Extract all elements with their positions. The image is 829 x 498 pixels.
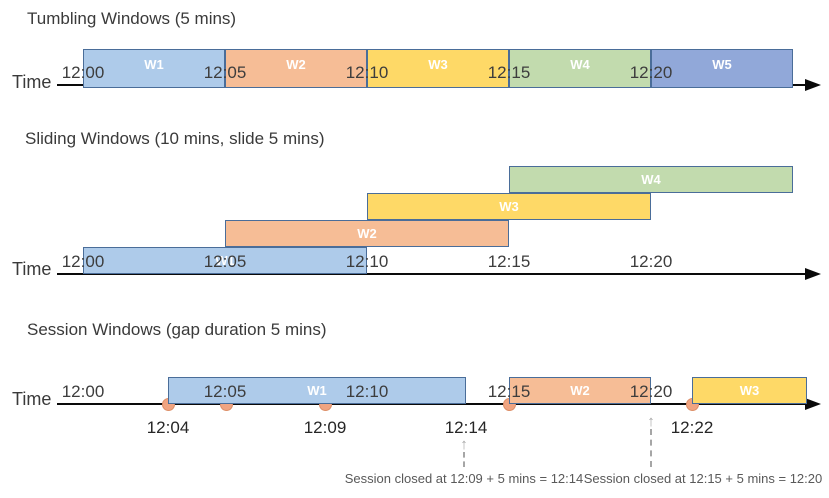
window-bar-w3 [367, 193, 651, 220]
session-closed-note: Session closed at 12:15 + 5 mins = 12:20 [583, 471, 823, 486]
window-bar-w4 [509, 49, 651, 88]
sliding-time-axis-label: Time [12, 259, 52, 279]
note-arrow-dashed-line [650, 429, 652, 467]
tumbling-time-axis-label: Time [12, 72, 52, 92]
axis-tick-label: 12:15 [487, 382, 531, 401]
event-time-label: 12:14 [444, 418, 488, 437]
event-time-label: 12:04 [146, 418, 190, 437]
window-label-w1: W1 [144, 57, 164, 72]
event-time-label: 12:22 [670, 418, 714, 437]
axis-tick-label: 12:10 [345, 252, 389, 271]
session-time-axis [57, 403, 806, 405]
axis-tick-label: 12:15 [487, 63, 531, 82]
window-label-w2: W2 [570, 383, 590, 398]
window-label-w4: W4 [570, 57, 590, 72]
axis-tick-label: 12:10 [345, 63, 389, 82]
window-bar-w1 [83, 247, 367, 274]
window-label-w2: W2 [357, 226, 377, 241]
window-label-w3: W3 [499, 199, 519, 214]
window-bar-w5 [651, 49, 793, 88]
axis-tick-label: 12:05 [203, 252, 247, 271]
tumbling-axis-arrowhead-icon [805, 79, 821, 91]
event-time-label: 12:09 [303, 418, 347, 437]
window-label-w1: W1 [215, 253, 235, 268]
axis-tick-label: 12:10 [345, 382, 389, 401]
session-closed-note: Session closed at 12:09 + 5 mins = 12:14 [344, 471, 584, 486]
tumbling-section-title: Tumbling Windows (5 mins) [27, 9, 237, 28]
window-label-w3: W3 [739, 383, 760, 398]
note-up-arrow-icon: ↑ [647, 413, 655, 430]
session-time-axis-label: Time [12, 389, 52, 409]
window-label-w4: W4 [641, 172, 661, 187]
window-label-w1: W1 [307, 383, 327, 398]
axis-tick-label: 12:15 [487, 252, 531, 271]
window-bar-w3 [692, 377, 807, 404]
sliding-axis-arrowhead-icon [805, 268, 821, 280]
session-axis-arrowhead-icon [805, 398, 821, 410]
sliding-time-axis [57, 273, 806, 275]
window-bar-w1 [83, 49, 225, 88]
window-label-w2: W2 [286, 57, 306, 72]
sliding-section-title: Sliding Windows (10 mins, slide 5 mins) [25, 129, 325, 148]
session-section-title: Session Windows (gap duration 5 mins) [27, 320, 327, 339]
axis-tick-label: 12:00 [61, 382, 105, 401]
axis-tick-label: 12:20 [629, 382, 673, 401]
window-bar-w3 [367, 49, 509, 88]
axis-tick-label: 12:05 [203, 63, 247, 82]
window-bar-w4 [509, 166, 793, 193]
window-bar-w1 [168, 377, 466, 404]
window-bar-w2 [509, 377, 651, 404]
note-arrow-dashed-line [463, 452, 465, 467]
window-label-w5: W5 [712, 57, 732, 72]
note-up-arrow-icon: ↑ [460, 436, 468, 453]
window-bar-w2 [225, 49, 367, 88]
window-label-w3: W3 [428, 57, 448, 72]
axis-tick-label: 12:20 [629, 63, 673, 82]
axis-tick-label: 12:20 [629, 252, 673, 271]
window-bar-w2 [225, 220, 509, 247]
axis-tick-label: 12:05 [203, 382, 247, 401]
axis-tick-label: 12:00 [61, 63, 105, 82]
axis-tick-label: 12:00 [61, 252, 105, 271]
